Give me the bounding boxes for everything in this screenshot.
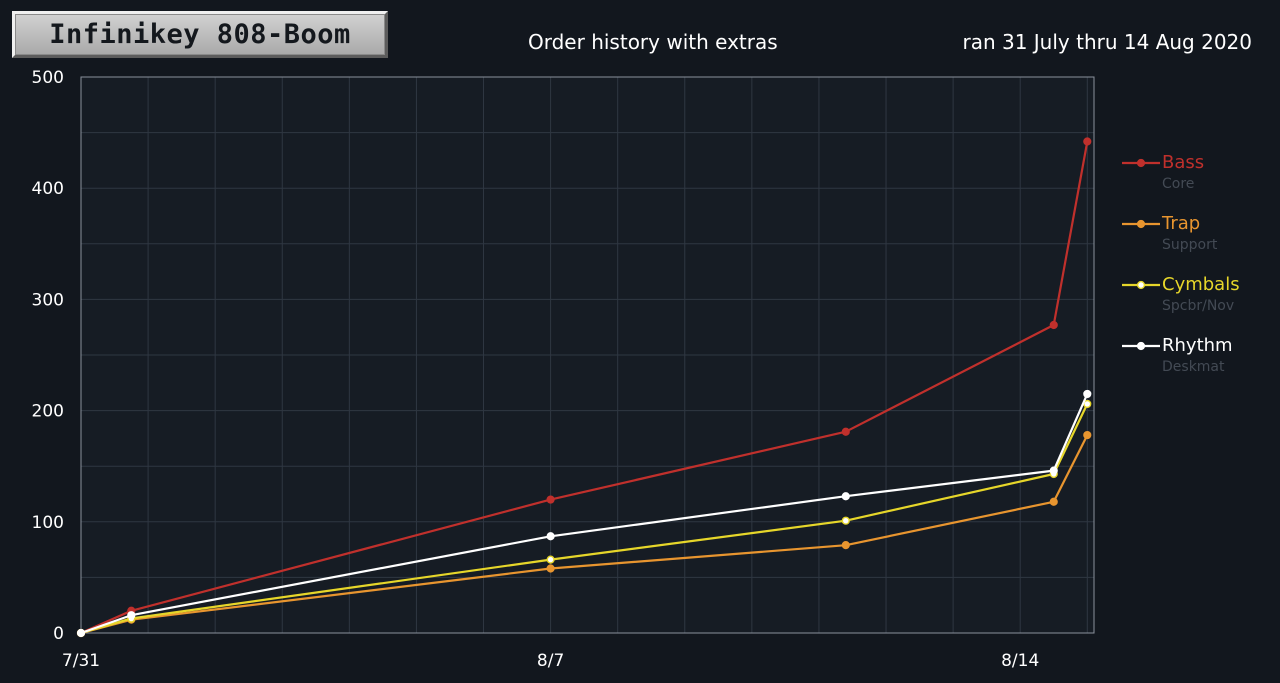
legend-swatch-trap <box>1122 219 1160 229</box>
brand-title: Infinikey 808-Boom <box>49 19 351 50</box>
y-tick-label: 500 <box>32 68 64 88</box>
legend-swatch-bass <box>1122 158 1160 168</box>
data-point-cymbals <box>546 555 555 564</box>
series-lines <box>76 137 1092 638</box>
legend: Bass Core Trap Support Cymbals Spcbr/Nov Rhyth… <box>1118 150 1278 394</box>
y-tick-label: 0 <box>53 624 64 644</box>
data-point-bass <box>841 427 850 436</box>
legend-swatch-cymbals <box>1122 280 1160 290</box>
data-point-cymbals <box>841 516 850 525</box>
series-line-bass <box>80 141 1089 635</box>
plot-border <box>80 76 1095 634</box>
legend-item-cymbals: Cymbals Spcbr/Nov <box>1118 272 1278 333</box>
data-point-rhythm <box>76 628 86 638</box>
axes: 0 100 200 300 400 500 7/31 8/7 8/14 <box>32 68 1040 671</box>
y-tick-label: 400 <box>32 179 64 199</box>
data-point-bass <box>1083 137 1092 146</box>
x-tick-label: 8/7 <box>537 651 564 671</box>
data-point-rhythm <box>841 492 850 501</box>
legend-label-bass: Bass <box>1162 152 1205 173</box>
x-tick-label: 7/31 <box>62 651 100 671</box>
legend-label-cymbals: Cymbals <box>1162 274 1240 295</box>
series-line-rhythm <box>80 393 1089 635</box>
legend-swatch-rhythm <box>1122 341 1160 351</box>
x-tick-label: 8/14 <box>1001 651 1039 671</box>
legend-item-rhythm: Rhythm Deskmat <box>1118 333 1278 394</box>
legend-sublabel-rhythm: Deskmat <box>1162 359 1225 375</box>
y-tick-label: 200 <box>32 402 64 422</box>
grid <box>80 76 1095 634</box>
data-point-bass <box>1049 320 1058 330</box>
chart-title: Order history with extras <box>528 30 778 54</box>
date-range: ran 31 July thru 14 Aug 2020 <box>962 30 1252 54</box>
legend-label-trap: Trap <box>1162 213 1201 234</box>
data-point-trap <box>1083 430 1092 440</box>
data-point-trap <box>546 564 555 573</box>
y-tick-label: 100 <box>32 513 64 533</box>
data-point-bass <box>546 495 555 504</box>
series-line-cymbals <box>80 403 1089 635</box>
legend-label-rhythm: Rhythm <box>1162 335 1233 356</box>
legend-item-trap: Trap Support <box>1118 211 1278 272</box>
data-point-trap <box>1049 497 1058 506</box>
data-point-rhythm <box>1049 466 1058 475</box>
data-point-rhythm <box>546 532 555 541</box>
legend-sublabel-cymbals: Spcbr/Nov <box>1162 298 1235 314</box>
data-point-trap <box>841 541 850 550</box>
legend-sublabel-bass: Core <box>1162 176 1195 192</box>
data-point-rhythm <box>127 611 136 620</box>
legend-sublabel-trap: Support <box>1162 237 1218 253</box>
data-point-rhythm <box>1083 389 1092 399</box>
legend-item-bass: Bass Core <box>1118 150 1278 211</box>
y-tick-label: 300 <box>32 290 64 310</box>
brand-badge: Infinikey 808-Boom <box>12 11 388 58</box>
